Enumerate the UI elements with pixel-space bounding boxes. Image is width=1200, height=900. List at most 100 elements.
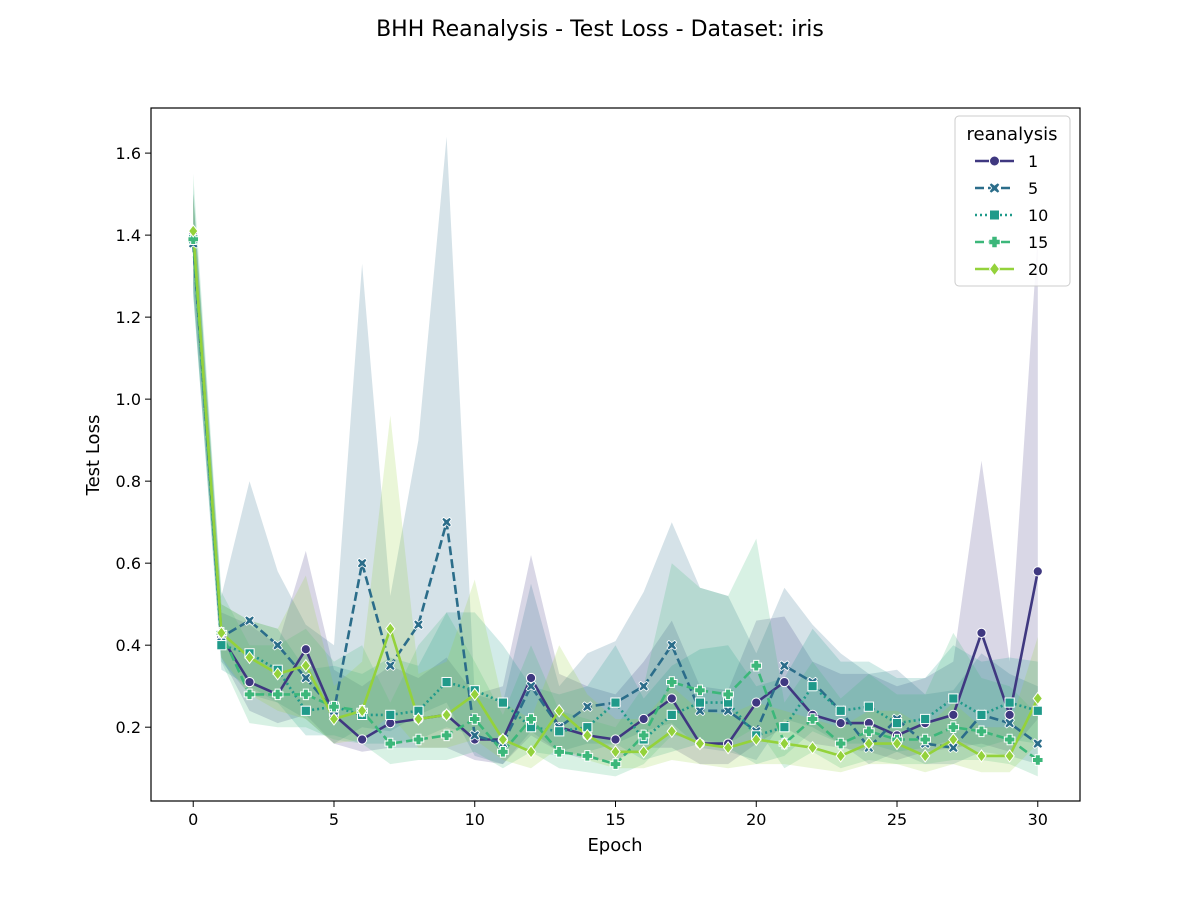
marker-series-5 — [356, 557, 368, 569]
marker-series-20 — [328, 712, 340, 726]
marker-series-15 — [750, 659, 763, 672]
y-axis-label: Test Loss — [83, 415, 104, 497]
marker-series-10 — [610, 697, 621, 708]
marker-series-20 — [694, 736, 706, 751]
marker-series-10 — [216, 640, 227, 651]
marker-series-20 — [835, 749, 846, 763]
marker-series-20 — [469, 687, 480, 702]
marker-series-15 — [384, 737, 397, 750]
marker-series-20 — [272, 667, 283, 681]
legend-label-1: 1 — [1028, 152, 1038, 171]
marker-series-15 — [243, 688, 256, 701]
marker-series-15 — [553, 746, 565, 758]
marker-series-10 — [1032, 705, 1043, 716]
y-tick-label: 0.6 — [116, 554, 141, 573]
marker-series-20 — [216, 626, 227, 640]
marker-series-5 — [947, 742, 959, 754]
legend-marker-15 — [988, 235, 1001, 249]
marker-series-5 — [694, 705, 706, 717]
legend-marker-5 — [988, 182, 1001, 194]
marker-series-1 — [779, 676, 790, 688]
marker-series-20 — [187, 224, 199, 238]
marker-series-1 — [1004, 709, 1015, 720]
marker-series-20 — [525, 744, 537, 759]
legend-box — [954, 115, 1071, 287]
marker-series-1 — [976, 627, 987, 638]
marker-series-20 — [919, 749, 931, 763]
marker-series-1 — [835, 717, 846, 729]
marker-series-10 — [300, 705, 311, 716]
marker-series-5 — [722, 705, 734, 717]
legend-label-5: 5 — [1028, 179, 1038, 198]
marker-series-15 — [919, 733, 931, 746]
marker-series-10 — [920, 713, 931, 725]
x-tick-label: 15 — [605, 810, 625, 829]
series-markers — [187, 224, 1044, 770]
marker-series-20 — [638, 744, 649, 759]
marker-series-5 — [469, 730, 481, 741]
x-tick-label: 10 — [465, 810, 485, 829]
marker-series-5 — [1004, 717, 1015, 729]
marker-series-5 — [384, 660, 396, 672]
marker-series-10 — [1004, 697, 1015, 708]
legend-marker-10 — [989, 209, 1000, 221]
marker-series-15 — [328, 700, 340, 713]
marker-series-1 — [300, 644, 311, 655]
marker-series-20 — [553, 703, 565, 718]
marker-series-20 — [751, 732, 762, 747]
marker-series-20 — [244, 650, 255, 665]
marker-series-15 — [1031, 754, 1044, 766]
marker-series-1 — [666, 693, 677, 704]
marker-series-10 — [835, 705, 846, 716]
marker-series-10 — [441, 676, 452, 688]
marker-series-15 — [609, 758, 622, 770]
marker-series-15 — [947, 721, 960, 733]
marker-series-20 — [385, 621, 396, 636]
marker-series-15 — [863, 725, 875, 738]
marker-series-15 — [440, 729, 453, 742]
marker-series-15 — [525, 713, 537, 725]
marker-series-20 — [863, 736, 875, 751]
marker-series-15 — [834, 737, 847, 750]
marker-series-20 — [948, 732, 959, 747]
marker-series-5 — [441, 516, 452, 528]
band-series-1 — [193, 194, 1038, 765]
marker-series-20 — [807, 740, 818, 755]
marker-series-20 — [300, 658, 312, 673]
marker-series-20 — [356, 703, 368, 718]
marker-series-1 — [751, 697, 762, 708]
marker-series-5 — [1032, 738, 1044, 749]
y-tick-label: 0.8 — [116, 472, 141, 491]
y-tick-label: 1.2 — [116, 308, 141, 327]
marker-series-15 — [722, 688, 734, 701]
marker-series-10 — [891, 717, 903, 729]
marker-series-5 — [413, 619, 424, 631]
marker-series-1 — [525, 672, 537, 684]
marker-series-20 — [582, 728, 593, 743]
y-tick-label: 1.0 — [116, 390, 141, 409]
band-series-5 — [193, 136, 1038, 765]
marker-series-5 — [779, 660, 790, 672]
marker-series-20 — [779, 736, 790, 751]
marker-series-5 — [525, 680, 537, 692]
marker-series-20 — [441, 708, 452, 722]
legend-marker-20 — [988, 261, 1001, 277]
x-axis-label: Epoch — [587, 835, 642, 856]
legend-marker-1 — [989, 155, 1000, 167]
marker-series-20 — [1004, 749, 1015, 763]
marker-series-10 — [694, 697, 706, 708]
marker-series-10 — [779, 722, 790, 733]
marker-series-5 — [244, 615, 255, 626]
x-tick-label: 20 — [746, 810, 766, 829]
y-tick-label: 0.4 — [116, 636, 141, 655]
marker-series-20 — [1032, 691, 1044, 706]
band-series-10 — [193, 185, 1038, 765]
y-tick-label: 1.4 — [116, 226, 141, 245]
marker-series-20 — [413, 712, 424, 726]
y-axis-ticks: 0.2 0.4 0.6 0.8 1.0 1.2 1.4 1.6 — [116, 144, 151, 737]
marker-series-15 — [300, 688, 312, 701]
plot-area — [151, 108, 1080, 801]
marker-series-15 — [975, 725, 988, 738]
marker-series-10 — [385, 709, 396, 720]
